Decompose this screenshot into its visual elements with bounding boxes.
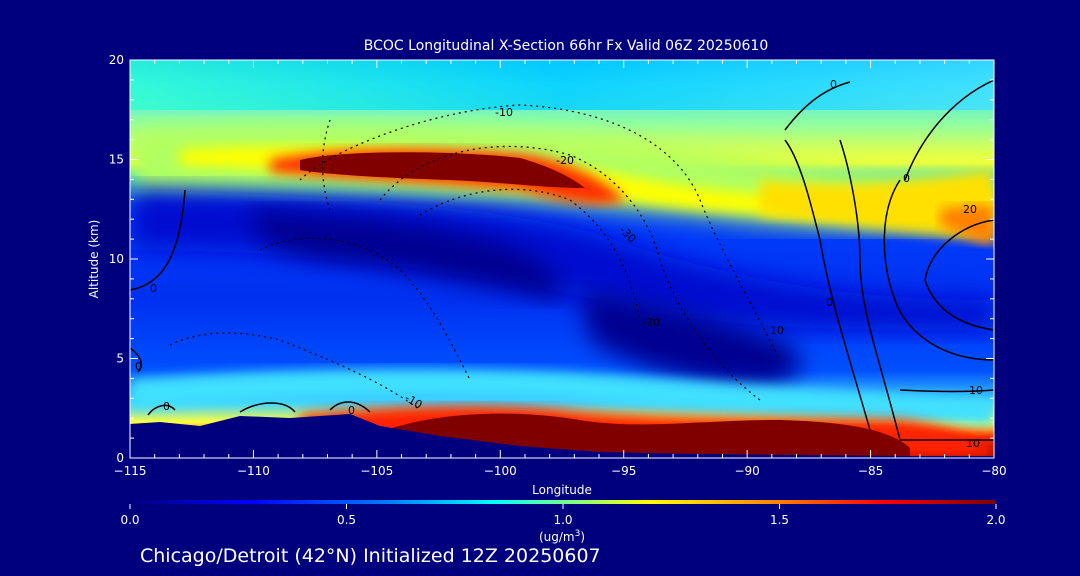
x-tick-label: −100 [484,464,517,478]
contour-label: -10 [965,384,983,397]
contour-label-group: 0 0 0 0 0 0 0 -10 -20 -30 -20 -10 -10 20… [135,78,983,450]
contour-label: 0 [903,172,910,185]
contour-lines [130,79,994,441]
contour-line-dotted [419,188,641,321]
colorbar-tick-label: 0.5 [337,513,356,527]
contour-label: 10 [770,324,784,337]
contour-line-dotted [379,145,761,401]
contour-label: 20 [963,203,977,216]
colorbar-ticks: 0.0 0.5 1.0 1.5 2.0 [120,504,1006,527]
x-tick-label: −95 [611,464,636,478]
x-tick-label: −90 [734,464,759,478]
colorbar-unit-text: (ug/m [539,530,575,544]
contour-line-solid [899,389,994,393]
contour-line-solid [883,179,994,361]
contour-line-solid [904,79,994,181]
y-tick-label: 20 [109,53,124,67]
contour-label: 0 [135,360,142,373]
contour-label: 0 [830,78,837,91]
x-tick-label: −80 [981,464,1006,478]
contour-line-solid [130,189,186,291]
contour-label: 10 [966,437,980,450]
contour-label: 0 [348,404,355,417]
x-tick-label: −115 [114,464,147,478]
contour-line-solid [784,81,871,431]
colorbar-unit-close: ) [580,530,585,544]
contour-label: -20 [556,154,574,167]
x-tick-label: −105 [360,464,393,478]
colorbar-tick-label: 1.5 [770,513,789,527]
contour-label: -20 [642,316,660,329]
contour-label: -10 [495,106,513,119]
contour-line-solid [130,347,142,373]
y-tick-label: 10 [109,252,124,266]
y-tick-label: 5 [116,352,124,366]
colorbar-tick-label: 0.0 [120,513,139,527]
contour-line-solid [239,402,296,413]
colorbar-unit-label: (ug/m3) [539,529,585,544]
contour-line-solid [924,219,994,331]
chart-title: BCOC Longitudinal X-Section 66hr Fx Vali… [364,38,768,54]
x-tick-label: −85 [858,464,883,478]
y-axis-label: Altitude (km) [87,220,101,299]
caption: Chicago/Detroit (42°N) Initialized 12Z 2… [140,545,601,567]
x-tick-label: −110 [237,464,270,478]
contour-line-solid [147,404,176,416]
contour-label: 0 [163,400,170,413]
y-tick-label: 15 [109,153,124,167]
colorbar-tick-label: 1.0 [553,513,572,527]
colorbar-unit-exponent: 3 [575,529,581,539]
x-axis: −115 −110 −105 −100 −95 −90 −85 −80 [114,60,1007,478]
colorbar-tick-label: 2.0 [986,513,1005,527]
contour-label: 0 [826,296,833,309]
concentration-field [130,60,994,458]
colorbar [130,500,996,504]
contour-label: 0 [150,282,157,295]
contour-line-solid [329,401,371,413]
y-tick-label: 0 [116,451,124,465]
contour-line-solid [839,139,901,441]
x-axis-label: Longitude [532,483,592,497]
